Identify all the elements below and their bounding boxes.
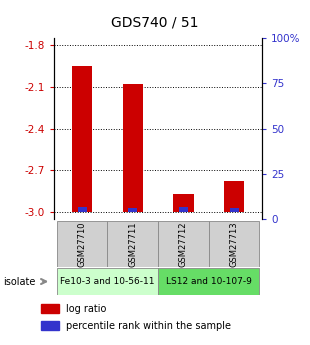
Text: LS12 and 10-107-9: LS12 and 10-107-9 — [166, 277, 252, 286]
Text: GSM27710: GSM27710 — [78, 221, 86, 267]
Bar — [57, 268, 158, 295]
Bar — [57, 221, 108, 267]
Bar — [108, 221, 158, 267]
Bar — [179, 207, 188, 212]
Text: GSM27712: GSM27712 — [179, 221, 188, 267]
Bar — [128, 208, 137, 212]
Bar — [41, 304, 59, 313]
Bar — [209, 221, 259, 267]
Text: GSM27711: GSM27711 — [128, 221, 137, 267]
Text: log ratio: log ratio — [66, 304, 106, 314]
Text: isolate: isolate — [3, 277, 35, 286]
Bar — [41, 321, 59, 330]
Bar — [229, 208, 239, 212]
Text: GSM27713: GSM27713 — [230, 221, 239, 267]
Text: GDS740 / 51: GDS740 / 51 — [111, 16, 199, 30]
Text: Fe10-3 and 10-56-11: Fe10-3 and 10-56-11 — [60, 277, 155, 286]
Bar — [173, 194, 193, 212]
Bar — [224, 181, 244, 212]
Bar — [123, 84, 143, 212]
Bar — [158, 221, 209, 267]
Bar — [158, 268, 259, 295]
Text: percentile rank within the sample: percentile rank within the sample — [66, 321, 231, 331]
Bar — [72, 66, 92, 212]
Bar — [78, 207, 87, 212]
